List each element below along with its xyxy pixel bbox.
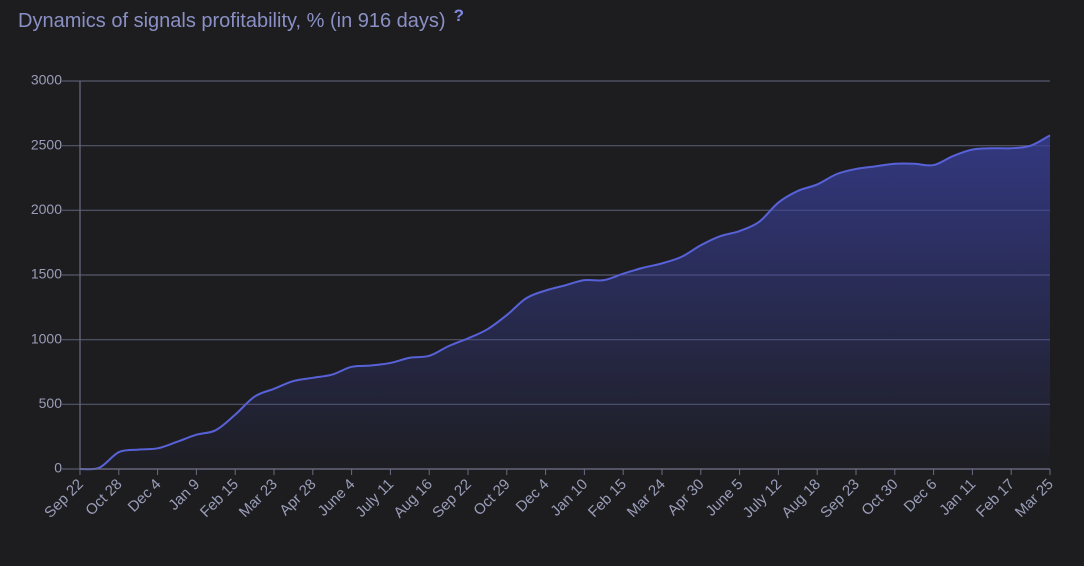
x-tick-label: June 4 (315, 476, 359, 520)
x-tick-label: Feb 15 (585, 476, 630, 521)
chart-title: Dynamics of signals profitability, % (in… (18, 10, 446, 32)
x-tick-label: June 5 (703, 476, 747, 520)
x-tick-label: Sep 22 (41, 476, 87, 522)
help-icon[interactable]: ? (454, 6, 464, 25)
x-tick-label: Oct 29 (470, 476, 513, 519)
x-tick-label: Sep 22 (429, 476, 475, 522)
y-tick-label: 500 (39, 395, 63, 411)
x-tick-label: Dec 4 (513, 476, 553, 516)
x-tick-label: July 12 (740, 476, 786, 522)
x-tick-label: Apr 28 (276, 476, 319, 519)
x-tick-label: Aug 16 (390, 476, 436, 522)
x-tick-label: July 11 (352, 476, 397, 521)
plot (79, 134, 1051, 471)
area-fill (80, 135, 1050, 470)
x-tick-label: Sep 23 (817, 476, 863, 522)
x-tick-label: Apr 30 (664, 476, 707, 519)
line (79, 134, 1051, 471)
x-tick-label: Mar 24 (624, 476, 669, 521)
x-tick-label: Dec 6 (901, 476, 941, 516)
y-tick-label: 2500 (31, 136, 62, 152)
x-tick-label: Dec 4 (125, 476, 165, 516)
x-tick-label: Feb 17 (973, 476, 1018, 521)
x-tick-label: Mar 25 (1012, 476, 1057, 521)
x-tick-label: Oct 28 (82, 476, 125, 519)
y-tick-label: 3000 (31, 72, 62, 88)
y-tick-label: 1500 (31, 266, 62, 282)
x-tick-label: Oct 30 (858, 476, 901, 519)
y-tick-label: 2000 (31, 201, 62, 217)
x-tick-label: Jan 11 (936, 476, 979, 519)
y-tick-label: 0 (54, 460, 62, 476)
x-tick-label: Feb 15 (197, 476, 242, 521)
x-tick-label: Jan 10 (547, 476, 591, 520)
x-tick-label: Mar 23 (236, 476, 281, 521)
y-tick-label: 1000 (31, 330, 62, 346)
x-tick-label: Aug 18 (778, 476, 824, 522)
